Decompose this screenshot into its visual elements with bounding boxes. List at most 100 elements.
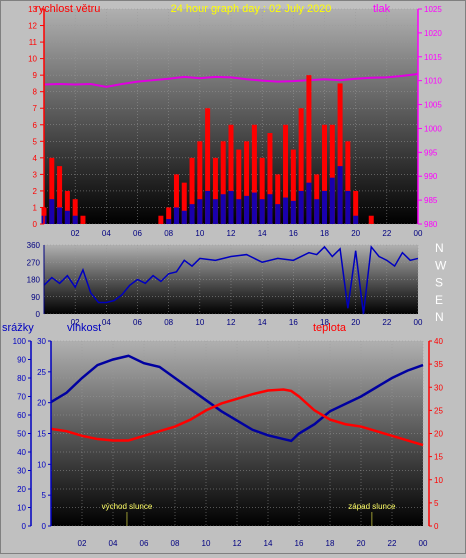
wind-tick-label: 3 — [33, 170, 38, 179]
humidity-tick-label: 20 — [37, 399, 46, 408]
wind-bar — [166, 219, 172, 224]
x-tick-label: 08 — [164, 229, 173, 238]
gust-bar — [236, 149, 242, 224]
x-tick-label: 02 — [71, 318, 80, 327]
x-tick-label: 00 — [419, 539, 428, 548]
x-tick-label: 12 — [233, 539, 242, 548]
wind-bar — [275, 204, 281, 224]
wind-bar — [329, 177, 335, 224]
pressure-line — [43, 72, 419, 88]
wind-pressure-axes: 0123456789101112139809859909951000100510… — [28, 5, 442, 238]
wind-tick-label: 0 — [33, 220, 38, 229]
rain-tick-label: 0 — [22, 522, 27, 531]
gust-bar — [251, 124, 257, 224]
gust-bar — [189, 157, 195, 224]
gust-bar — [244, 141, 250, 224]
wind-bar — [72, 215, 78, 224]
pressure-tick-label: 1005 — [424, 101, 442, 110]
pressure-tick-label: 995 — [424, 148, 438, 157]
wind-bar — [251, 192, 257, 224]
wind-bar — [205, 190, 211, 224]
compass-label: N — [435, 310, 444, 324]
temperature-axis-label: teplota — [313, 322, 347, 334]
wind-tick-label: 13 — [28, 5, 37, 14]
x-tick-label: 08 — [164, 318, 173, 327]
temperature-tick-label: 40 — [434, 337, 443, 346]
x-tick-label: 12 — [227, 318, 236, 327]
x-tick-label: 04 — [102, 318, 111, 327]
wind-bar — [353, 215, 359, 224]
temp-humidity-axes: 0102030405060708090100051015202530051015… — [13, 337, 444, 548]
x-tick-label: 04 — [102, 229, 111, 238]
gust-bar — [322, 124, 327, 224]
temperature-tick-label: 35 — [434, 360, 443, 369]
direction-tick-label: 0 — [36, 310, 41, 319]
humidity-tick-label: 0 — [42, 522, 47, 531]
gust-bar — [212, 157, 218, 224]
pressure-tick-label: 1025 — [424, 5, 442, 14]
x-tick-label: 22 — [388, 539, 397, 548]
gust-bar — [166, 207, 172, 224]
temperature-tick-label: 5 — [434, 499, 439, 508]
wind-bar — [212, 199, 218, 224]
gust-bar — [64, 190, 70, 224]
x-tick-label: 16 — [289, 318, 298, 327]
rain-tick-label: 100 — [13, 337, 27, 346]
pressure-tick-label: 990 — [424, 172, 438, 181]
gust-bar — [275, 174, 281, 224]
rain-tick-label: 80 — [17, 374, 26, 383]
rain-axis-label: srážky — [2, 322, 34, 334]
gust-bar — [205, 108, 211, 224]
wind-direction-grid — [44, 244, 419, 315]
wind-tick-label: 5 — [33, 137, 38, 146]
compass-label: W — [435, 258, 447, 272]
wind-bar — [49, 199, 55, 224]
x-tick-label: 16 — [295, 539, 304, 548]
gust-bar — [337, 83, 343, 224]
x-tick-label: 12 — [227, 229, 236, 238]
humidity-tick-label: 10 — [37, 460, 46, 469]
wind-tick-label: 7 — [33, 104, 38, 113]
humidity-axis-label: vlhkost — [67, 322, 101, 334]
rain-tick-label: 60 — [17, 411, 26, 420]
gust-bar — [306, 75, 312, 225]
gust-bar — [353, 190, 359, 224]
wind-tick-label: 12 — [28, 22, 37, 31]
wind-bar — [283, 197, 289, 224]
wind-bar — [189, 204, 195, 224]
pressure-tick-label: 1015 — [424, 53, 442, 62]
rain-tick-label: 10 — [17, 504, 26, 513]
x-tick-label: 06 — [140, 539, 149, 548]
rain-tick-label: 50 — [17, 430, 26, 439]
wind-tick-label: 11 — [29, 38, 38, 47]
wind-bar — [267, 194, 273, 224]
wind-bar — [236, 199, 242, 224]
direction-line — [43, 245, 419, 315]
humidity-tick-label: 15 — [37, 430, 46, 439]
rain-tick-label: 30 — [17, 467, 26, 476]
rain-tick-label: 70 — [17, 393, 26, 402]
direction-tick-label: 360 — [27, 241, 41, 250]
pressure-tick-label: 980 — [424, 220, 438, 229]
x-tick-label: 18 — [320, 229, 329, 238]
temperature-tick-label: 20 — [434, 430, 443, 439]
wind-bar — [173, 207, 179, 224]
wind-bar — [197, 199, 203, 224]
wind-bar — [220, 194, 226, 224]
humidity-line — [50, 354, 424, 443]
x-tick-label: 00 — [414, 229, 423, 238]
wind-bar — [322, 190, 327, 224]
gust-bar — [259, 157, 265, 224]
gust-bar — [298, 108, 304, 224]
gust-bar — [329, 124, 335, 224]
wind-tick-label: 2 — [33, 187, 38, 196]
gust-bar — [220, 141, 226, 224]
wind-tick-label: 1 — [33, 203, 38, 212]
direction-tick-label: 90 — [31, 293, 40, 302]
compass-label: S — [435, 276, 443, 290]
x-tick-label: 14 — [258, 229, 267, 238]
x-tick-label: 18 — [326, 539, 335, 548]
wind-tick-label: 10 — [28, 55, 37, 64]
temperature-line — [50, 388, 424, 447]
